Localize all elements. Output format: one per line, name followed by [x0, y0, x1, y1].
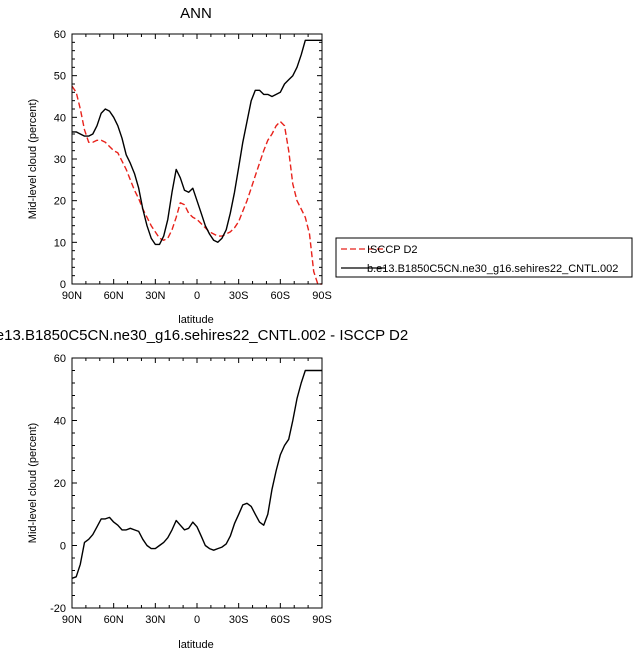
legend-label-model: b.e13.B1850C5CN.ne30_g16.sehires22_CNTL.…	[367, 263, 618, 275]
y-tick-label: 60	[54, 29, 66, 41]
x-tick-label: 60N	[104, 614, 124, 626]
series-lines	[71, 39, 322, 285]
series-line-1	[72, 39, 322, 246]
y-ticks: 0 10 20 30 40 50 60	[54, 29, 322, 291]
y-tick-label: 10	[54, 237, 66, 249]
series-line-0	[71, 369, 322, 579]
x-tick-label: 90S	[312, 614, 332, 626]
chart-title: e13.B1850C5CN.ne30_g16.sehires22_CNTL.00…	[0, 327, 408, 344]
top-panel: ANN Mid-level cloud (percent) latitude 9…	[27, 5, 633, 326]
y-tick-label: 40	[54, 416, 66, 428]
x-ticks: 90N 60N 30N 0 30S 60S 90S	[62, 34, 332, 302]
y-tick-label: 20	[54, 478, 66, 490]
x-axis-label: latitude	[178, 314, 213, 326]
x-tick-label: 90N	[62, 614, 82, 626]
x-tick-label: 30S	[229, 614, 249, 626]
y-tick-label: -20	[50, 603, 66, 615]
x-tick-label: 60S	[271, 290, 291, 302]
x-tick-label: 30N	[145, 614, 165, 626]
y-tick-label: 0	[60, 541, 66, 553]
y-tick-label: 50	[54, 71, 66, 83]
y-tick-label: 60	[54, 353, 66, 365]
x-tick-label: 90S	[312, 290, 332, 302]
x-tick-label: 90N	[62, 290, 82, 302]
legend: ISCCP D2 b.e13.B1850C5CN.ne30_g16.sehire…	[335, 237, 633, 278]
x-tick-label: 60N	[104, 290, 124, 302]
x-axis-label: latitude	[178, 639, 213, 651]
y-tick-label: 30	[54, 154, 66, 166]
x-tick-label: 0	[194, 290, 200, 302]
bottom-panel: e13.B1850C5CN.ne30_g16.sehires22_CNTL.00…	[0, 327, 408, 651]
y-axis-label: Mid-level cloud (percent)	[27, 423, 39, 543]
y-tick-label: 0	[60, 279, 66, 291]
x-tick-label: 30S	[229, 290, 249, 302]
plot-frame	[71, 33, 323, 285]
x-tick-label: 30N	[145, 290, 165, 302]
plot-frame	[71, 357, 323, 609]
y-axis-label: Mid-level cloud (percent)	[27, 99, 39, 219]
y-tick-label: 40	[54, 112, 66, 124]
x-tick-label: 60S	[271, 614, 291, 626]
legend-label-isccp: ISCCP D2	[367, 244, 418, 256]
x-tick-label: 0	[194, 614, 200, 626]
series-line-0	[71, 85, 322, 285]
series-lines	[71, 369, 322, 579]
y-tick-label: 20	[54, 196, 66, 208]
chart-title: ANN	[180, 5, 212, 22]
y-ticks: -20 0 20 40 60	[50, 353, 322, 615]
x-ticks: 90N 60N 30N 0 30S 60S 90S	[62, 358, 332, 626]
legend-box	[335, 237, 633, 278]
